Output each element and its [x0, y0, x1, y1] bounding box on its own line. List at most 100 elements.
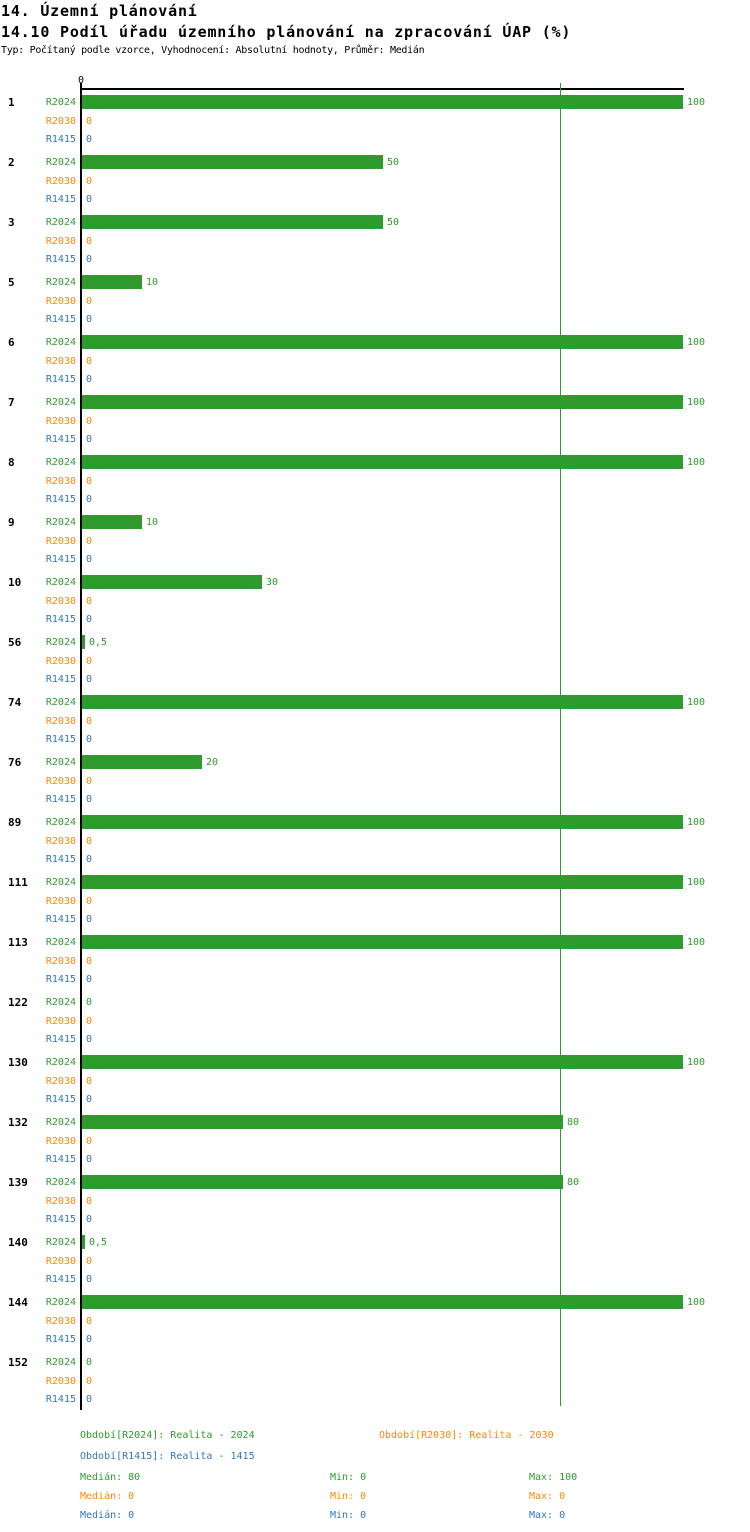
stat-median-r2024: Medián: 80 [80, 1472, 141, 1483]
bar-r2024 [82, 1175, 563, 1189]
value-label-r2024: 100 [687, 1057, 706, 1068]
value-label-r1415: 0 [86, 614, 93, 625]
value-label-r1415: 0 [86, 1394, 93, 1405]
value-label-r2024: 30 [266, 577, 279, 588]
series-label-r2030: R2030 [45, 1256, 76, 1267]
value-label-r2030: 0 [86, 416, 93, 427]
value-label-r1415: 0 [86, 1274, 93, 1285]
series-label-r2024: R2024 [45, 937, 76, 948]
median-gridline [560, 83, 561, 1406]
group-label: 144 [8, 1296, 28, 1309]
value-label-r1415: 0 [86, 974, 93, 985]
series-label-r2024: R2024 [45, 1237, 76, 1248]
bar-r2024 [82, 275, 142, 289]
series-label-r2024: R2024 [45, 1297, 76, 1308]
value-label-r1415: 0 [86, 254, 93, 265]
series-label-r2030: R2030 [45, 836, 76, 847]
value-label-r1415: 0 [86, 434, 93, 445]
series-label-r2030: R2030 [45, 776, 76, 787]
series-label-r2024: R2024 [45, 1057, 76, 1068]
value-label-r1415: 0 [86, 1094, 93, 1105]
value-label-r2030: 0 [86, 776, 93, 787]
series-label-r2030: R2030 [45, 236, 76, 247]
value-label-r2024: 100 [687, 1297, 706, 1308]
series-label-r1415: R1415 [45, 1394, 76, 1405]
group-label: 113 [8, 936, 28, 949]
stat-min-r1415: Min: 0 [330, 1510, 367, 1521]
value-label-r2024: 100 [687, 97, 706, 108]
series-label-r1415: R1415 [45, 914, 76, 925]
series-label-r2030: R2030 [45, 896, 76, 907]
bar-r2024 [82, 575, 262, 589]
stat-max-r1415: Max: 0 [529, 1510, 566, 1521]
value-label-r1415: 0 [86, 134, 93, 145]
series-label-r1415: R1415 [45, 1154, 76, 1165]
series-label-r2024: R2024 [45, 517, 76, 528]
group-label: 10 [8, 576, 22, 589]
legend-r1415: Období[R1415]: Realita - 1415 [80, 1451, 255, 1462]
value-label-r1415: 0 [86, 734, 93, 745]
value-label-r1415: 0 [86, 374, 93, 385]
series-label-r2024: R2024 [45, 217, 76, 228]
series-label-r1415: R1415 [45, 974, 76, 985]
value-label-r1415: 0 [86, 314, 93, 325]
value-label-r2024: 20 [206, 757, 219, 768]
series-label-r2030: R2030 [45, 956, 76, 967]
value-label-r1415: 0 [86, 554, 93, 565]
series-label-r2030: R2030 [45, 176, 76, 187]
bar-r2024 [82, 875, 683, 889]
value-label-r2024: 80 [567, 1117, 580, 1128]
value-label-r2030: 0 [86, 356, 93, 367]
stat-median-r2030: Medián: 0 [80, 1491, 135, 1502]
series-label-r1415: R1415 [45, 854, 76, 865]
series-label-r2030: R2030 [45, 1196, 76, 1207]
series-label-r2024: R2024 [45, 397, 76, 408]
value-label-r2030: 0 [86, 1376, 93, 1387]
value-label-r2024: 50 [387, 217, 400, 228]
group-label: 2 [8, 156, 15, 169]
value-label-r2024: 100 [687, 397, 706, 408]
legend-r2030: Období[R2030]: Realita - 2030 [379, 1430, 554, 1441]
group-label: 8 [8, 456, 15, 469]
series-label-r2030: R2030 [45, 116, 76, 127]
series-label-r1415: R1415 [45, 254, 76, 265]
series-label-r2030: R2030 [45, 1136, 76, 1147]
bar-r2024 [82, 395, 683, 409]
value-label-r2024: 100 [687, 817, 706, 828]
value-label-r2030: 0 [86, 476, 93, 487]
series-label-r2030: R2030 [45, 1316, 76, 1327]
series-label-r1415: R1415 [45, 794, 76, 805]
series-label-r2024: R2024 [45, 457, 76, 468]
group-label: 76 [8, 756, 22, 769]
value-label-r2024: 100 [687, 697, 706, 708]
value-label-r2030: 0 [86, 596, 93, 607]
series-label-r2024: R2024 [45, 817, 76, 828]
series-label-r2024: R2024 [45, 757, 76, 768]
series-label-r1415: R1415 [45, 1334, 76, 1345]
value-label-r2030: 0 [86, 116, 93, 127]
x-axis-top-line [80, 88, 684, 90]
value-label-r2030: 0 [86, 1316, 93, 1327]
value-label-r2024: 0 [86, 1357, 93, 1368]
value-label-r2024: 0,5 [89, 1237, 108, 1248]
value-label-r2030: 0 [86, 1256, 93, 1267]
value-label-r2024: 100 [687, 337, 706, 348]
series-label-r1415: R1415 [45, 674, 76, 685]
series-label-r2030: R2030 [45, 656, 76, 667]
value-label-r2030: 0 [86, 296, 93, 307]
group-label: 7 [8, 396, 15, 409]
group-label: 122 [8, 996, 28, 1009]
series-label-r2030: R2030 [45, 416, 76, 427]
value-label-r1415: 0 [86, 1334, 93, 1345]
series-label-r2030: R2030 [45, 1016, 76, 1027]
bar-r2024 [82, 695, 683, 709]
value-label-r1415: 0 [86, 1214, 93, 1225]
group-label: 1 [8, 96, 15, 109]
series-label-r2030: R2030 [45, 356, 76, 367]
stat-max-r2024: Max: 100 [529, 1472, 578, 1483]
bar-r2024 [82, 515, 142, 529]
series-label-r1415: R1415 [45, 194, 76, 205]
value-label-r2030: 0 [86, 896, 93, 907]
series-label-r1415: R1415 [45, 1094, 76, 1105]
stat-median-r1415: Medián: 0 [80, 1510, 135, 1521]
